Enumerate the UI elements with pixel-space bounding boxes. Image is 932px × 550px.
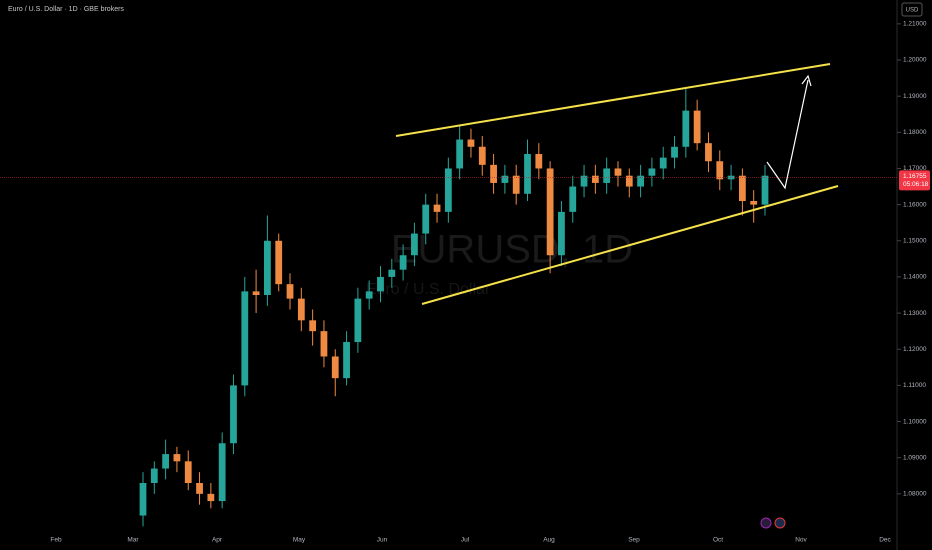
- candle-body: [196, 483, 203, 494]
- candle-body: [535, 154, 543, 169]
- y-tick-label: 1.20000: [903, 57, 927, 64]
- y-tick-label: 1.08000: [903, 491, 927, 498]
- candle-body: [139, 483, 147, 516]
- candle-body: [693, 110, 701, 144]
- candle-body: [297, 298, 305, 321]
- candle-body: [750, 201, 758, 205]
- candle-body: [478, 146, 486, 165]
- candle-body: [230, 385, 237, 444]
- last-price-box: [899, 170, 930, 191]
- last-price-label: 1.16755: [903, 173, 927, 180]
- y-tick-label: 1.13000: [903, 310, 927, 317]
- candle-body: [433, 204, 441, 212]
- candle-body: [444, 168, 452, 212]
- x-tick-label: Jun: [377, 537, 388, 544]
- x-tick-label: Dec: [879, 537, 891, 544]
- candle-body: [682, 110, 690, 147]
- candle-body: [399, 255, 407, 270]
- candle-body: [252, 291, 260, 296]
- candle-body: [411, 233, 418, 256]
- candle-body: [286, 284, 294, 299]
- watermark-symbol: EURUSD, 1D: [391, 228, 633, 272]
- candle-body: [388, 269, 396, 277]
- y-tick-label: 1.09000: [903, 454, 927, 461]
- candle-body: [309, 320, 317, 332]
- candle-body: [162, 454, 170, 469]
- y-tick-label: 1.11000: [903, 382, 926, 389]
- event-icon[interactable]: [760, 517, 772, 529]
- x-tick-label: Sep: [628, 537, 640, 544]
- candle-body: [241, 291, 249, 386]
- candle-body: [275, 240, 283, 285]
- channel-lower: [421, 185, 839, 305]
- candle-body: [343, 342, 350, 379]
- candle-body: [580, 175, 588, 187]
- x-tick-label: Feb: [50, 537, 62, 544]
- candle-body: [490, 164, 497, 183]
- y-tick-label: 1.12000: [903, 346, 927, 353]
- candle-body: [546, 168, 554, 256]
- x-tick-label: Nov: [795, 537, 807, 544]
- currency-box: [901, 2, 923, 17]
- candle-body: [184, 461, 192, 484]
- candle-body: [365, 291, 373, 299]
- candle-body: [320, 331, 328, 357]
- x-tick-label: Apr: [212, 537, 223, 544]
- candle-body: [761, 175, 769, 205]
- y-tick-label: 1.19000: [903, 93, 927, 100]
- candle-body: [705, 143, 712, 162]
- countdown: 05:06:18: [903, 181, 929, 188]
- x-tick-label: Oct: [713, 537, 723, 544]
- y-tick-label: 1.15000: [903, 237, 927, 244]
- candle-body: [614, 168, 622, 176]
- candle-body: [173, 454, 181, 462]
- projection-arrow: [766, 79, 809, 190]
- event-icon[interactable]: [774, 517, 786, 529]
- candle-body: [354, 298, 362, 343]
- candle-body: [727, 175, 735, 180]
- candle-body: [659, 157, 667, 169]
- candle-body: [207, 493, 215, 502]
- candle-body: [738, 175, 746, 202]
- arrow-head: [801, 74, 812, 87]
- x-tick-label: Mar: [127, 537, 139, 544]
- candles: [139, 88, 769, 527]
- x-tick-label: Aug: [543, 537, 555, 544]
- candle-body: [150, 468, 158, 484]
- candle-body: [456, 139, 464, 169]
- y-tick-label: 1.14000: [903, 274, 927, 281]
- candle-body: [603, 168, 611, 183]
- x-tick-label: Jul: [461, 537, 470, 544]
- candle-body: [569, 186, 577, 212]
- candle-body: [377, 276, 384, 292]
- channel-upper: [395, 63, 831, 137]
- candle-body: [331, 356, 339, 379]
- y-tick-label: 1.21000: [903, 21, 927, 28]
- candle-body: [422, 204, 430, 234]
- candle-body: [648, 168, 656, 176]
- candle-body: [637, 175, 644, 187]
- candle-body: [558, 211, 565, 256]
- x-tick-label: May: [293, 537, 306, 544]
- candle-body: [467, 139, 475, 147]
- candle-body: [264, 240, 271, 296]
- candle-body: [591, 175, 599, 183]
- y-tick-label: 1.17000: [903, 165, 927, 172]
- candle-body: [512, 175, 520, 194]
- candle-body: [524, 154, 531, 194]
- candle-body: [625, 175, 633, 187]
- candle-body: [716, 161, 724, 180]
- y-tick-label: 1.18000: [903, 129, 927, 136]
- candle-body: [218, 443, 226, 502]
- candle-body: [671, 146, 678, 158]
- chart-title: Euro / U.S. Dollar · 1D · GBE brokers: [8, 6, 124, 13]
- y-tick-label: 1.10000: [903, 418, 927, 425]
- y-tick-label: 1.16000: [903, 201, 927, 208]
- currency: USD: [906, 8, 919, 14]
- candle-body: [501, 175, 509, 183]
